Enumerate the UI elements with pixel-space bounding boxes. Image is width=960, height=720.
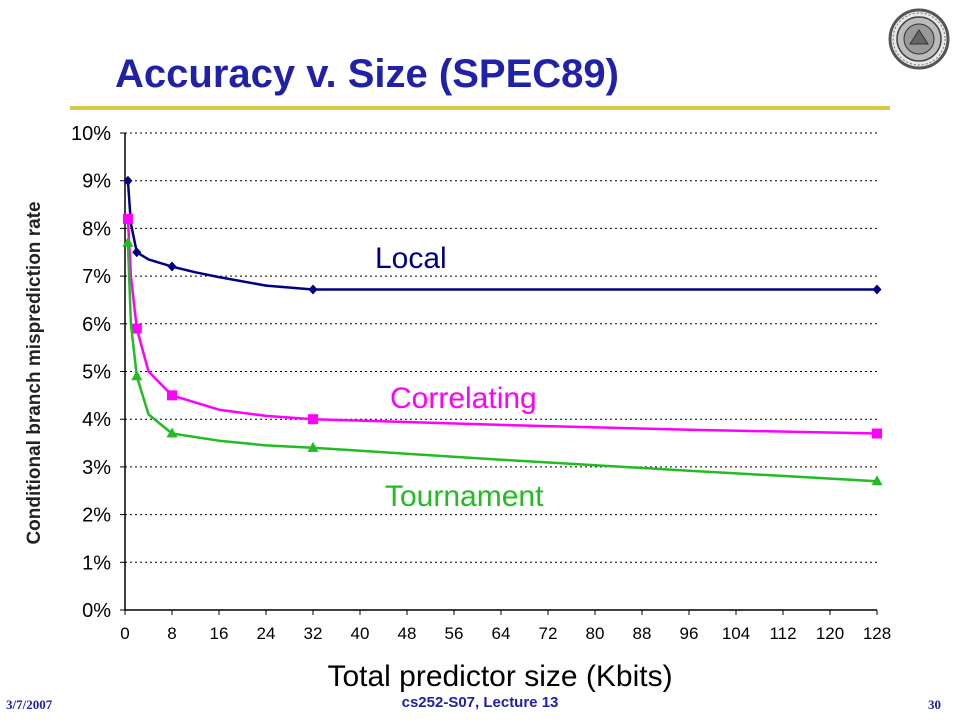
local-data-point: [123, 175, 133, 186]
x-tick-label: 16: [210, 624, 229, 643]
y-tick-label: 9%: [82, 171, 111, 193]
x-tick-label: 128: [863, 624, 891, 643]
slide-date: 3/7/2007: [6, 697, 53, 712]
title-underline: [70, 106, 890, 110]
x-tick-label: 104: [722, 624, 750, 643]
x-tick-labels: 0 8 16 24 32 40 48 56 64 72 80 88 96 104 112 120 128: [120, 624, 891, 643]
series-lines: [122, 175, 883, 486]
y-axis-label: Conditional branch misprediction rate: [24, 201, 45, 544]
slide-title: Accuracy v. Size (SPEC89): [115, 52, 619, 96]
y-tick-label: 1%: [82, 552, 111, 574]
correlating-series-label: Correlating: [390, 382, 537, 415]
x-tick-label: 88: [633, 624, 652, 643]
grid-lines: [125, 132, 877, 563]
x-tick-label: 120: [816, 624, 844, 643]
local-data-point: [132, 247, 142, 258]
correlating-data-point: [872, 428, 882, 439]
y-tick-labels: 0% 1% 2% 3% 4% 5% 6% 7% 8% 9% 10%: [71, 123, 111, 622]
tournament-series-line: [126, 242, 878, 483]
x-tick-label: 0: [120, 624, 129, 643]
y-tick-label: 2%: [82, 505, 111, 527]
x-tick-label: 32: [304, 624, 323, 643]
course-footer: cs252-S07, Lecture 13: [401, 694, 559, 711]
tournament-data-point: [122, 236, 134, 247]
x-tick-label: 56: [445, 624, 464, 643]
x-tick-label: 112: [769, 624, 796, 643]
local-data-point: [872, 284, 882, 295]
university-seal-icon: [888, 8, 950, 70]
y-tick-label: 10%: [71, 123, 111, 145]
local-series-label: Local: [375, 242, 447, 275]
tournament-data-point: [307, 441, 319, 452]
axes: [120, 132, 878, 615]
y-tick-label: 0%: [82, 600, 111, 622]
x-tick-label: 40: [351, 624, 370, 643]
tournament-series-label: Tournament: [385, 480, 544, 513]
y-tick-label: 8%: [82, 218, 111, 240]
x-tick-label: 24: [257, 624, 276, 643]
tournament-data-point: [871, 475, 883, 486]
y-tick-label: 6%: [82, 314, 111, 336]
correlating-data-point: [122, 213, 133, 224]
tournament-data-point: [131, 370, 143, 381]
y-tick-label: 4%: [82, 409, 111, 431]
correlating-data-point: [308, 414, 318, 425]
correlating-data-point: [167, 390, 177, 401]
y-tick-label: 3%: [82, 457, 111, 479]
x-tick-label: 72: [539, 624, 558, 643]
x-tick-label: 8: [167, 624, 176, 643]
page-number: 30: [928, 697, 941, 712]
x-tick-label: 96: [680, 624, 699, 643]
local-series-line: [126, 180, 877, 291]
x-axis-label: Total predictor size (Kbits): [327, 660, 672, 693]
correlating-series-line: [126, 218, 878, 435]
x-tick-label: 48: [398, 624, 417, 643]
tournament-data-point: [166, 427, 178, 438]
x-tick-label: 64: [492, 624, 511, 643]
chart: 0% 1% 2% 3% 4% 5% 6% 7% 8% 9% 10% 0 8 16 24 32 40 48 56 64…: [24, 123, 891, 693]
local-data-point: [308, 284, 318, 295]
y-tick-label: 5%: [82, 362, 111, 384]
x-tick-label: 80: [586, 624, 605, 643]
y-tick-label: 7%: [82, 266, 111, 288]
series-labels: Local Correlating Tournament: [375, 242, 544, 513]
local-data-point: [167, 261, 177, 272]
correlating-data-point: [131, 323, 142, 334]
